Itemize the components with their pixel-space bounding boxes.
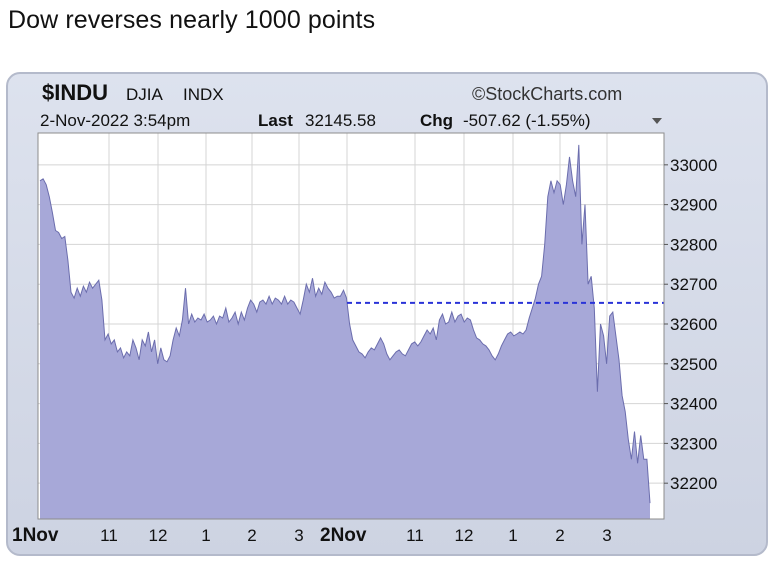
tweet-caption: Dow reverses nearly 1000 points — [8, 6, 376, 34]
x-tick-label: 2Nov — [320, 525, 367, 546]
brand-label: ©StockCharts.com — [472, 84, 622, 104]
chg-value: -507.62 (-1.55%) — [463, 111, 591, 130]
last-value: 32145.58 — [305, 111, 376, 130]
plot-border — [37, 132, 665, 520]
y-tick-label: 32800 — [670, 235, 717, 254]
y-tick-label: 32500 — [670, 355, 717, 374]
y-tick-label: 32300 — [670, 434, 717, 453]
datetime-label: 2-Nov-2022 3:54pm — [40, 111, 190, 130]
chg-label: Chg — [420, 111, 453, 130]
y-tick-label: 32600 — [670, 315, 717, 334]
y-axis: 33000 32900 32800 32700 32600 32500 32400 32300… — [664, 156, 717, 493]
x-tick-label: 1 — [201, 526, 210, 545]
x-tick-label: 12 — [455, 526, 474, 545]
x-tick-label: 3 — [294, 526, 303, 545]
triangle-down-icon[interactable] — [652, 118, 662, 124]
last-label: Last — [258, 111, 293, 130]
y-tick-label: 32900 — [670, 196, 717, 215]
x-tick-label: 3 — [602, 526, 611, 545]
x-axis: 1Nov 11 12 1 2 3 2Nov 11 12 1 2 3 — [12, 525, 612, 546]
price-area — [40, 144, 650, 519]
x-tick-label: 2 — [247, 526, 256, 545]
symbol-label: $INDU — [42, 80, 108, 105]
x-tick-label: 1 — [508, 526, 517, 545]
y-tick-label: 33000 — [670, 156, 717, 175]
y-tick-label: 32200 — [670, 474, 717, 493]
x-tick-label: 11 — [100, 526, 118, 545]
x-tick-label: 1Nov — [12, 525, 59, 546]
price-line — [39, 144, 651, 504]
x-tick-label: 2 — [555, 526, 564, 545]
x-tick-label: 11 — [406, 526, 424, 545]
x-tick-label: 12 — [149, 526, 168, 545]
exchange-label: INDX — [183, 85, 224, 104]
y-tick-label: 32700 — [670, 275, 717, 294]
index-name: DJIA — [126, 85, 164, 104]
y-tick-label: 32400 — [670, 395, 717, 414]
